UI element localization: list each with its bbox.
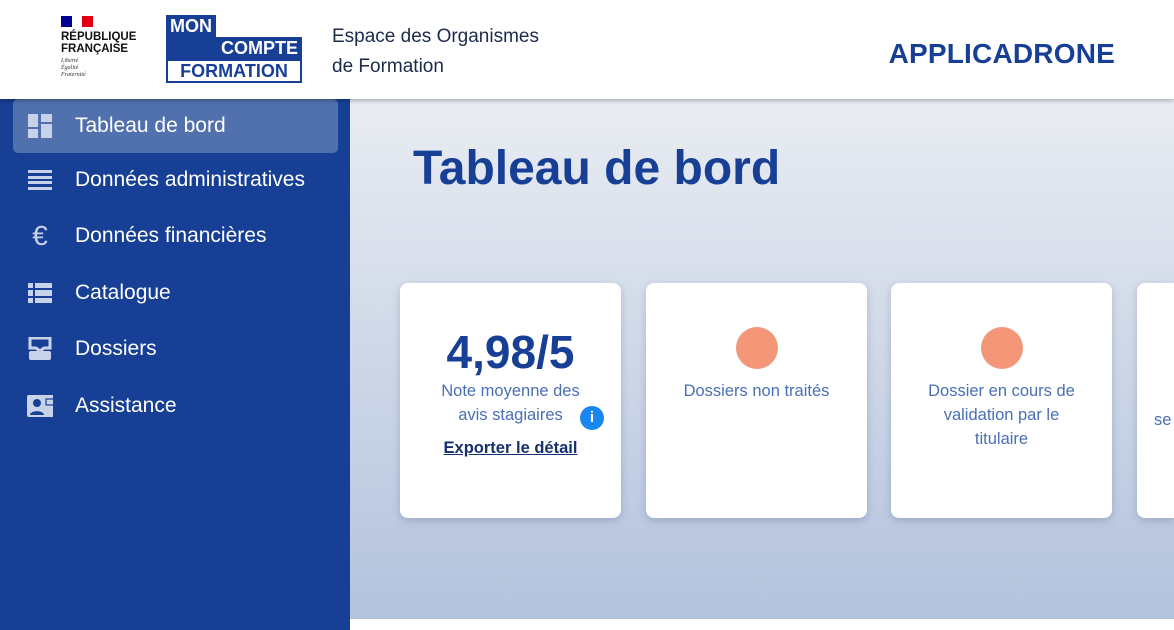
rating-value: 4,98/5 — [446, 326, 575, 378]
logo-line: FORMATION — [166, 59, 302, 83]
page-title: Tableau de bord — [413, 142, 781, 195]
header: RÉPUBLIQUE FRANÇAISE Liberté Égalité Frate… — [0, 0, 1174, 99]
mon-compte-formation-logo[interactable]: MON COMPTE FORMATION — [166, 15, 302, 83]
space-title: Espace des Organismes de Formation — [332, 22, 539, 82]
sidebar-item-label: Données administratives — [75, 168, 305, 191]
pending-validation-card[interactable]: Dossier en cours de validation par le ti… — [891, 283, 1112, 518]
logo-line: MON — [166, 15, 216, 38]
card-label: se — [1154, 411, 1172, 429]
list-icon — [27, 167, 53, 193]
sidebar-item-donnees-administratives[interactable]: Données administratives — [13, 153, 338, 207]
sidebar-item-label: Tableau de bord — [75, 114, 226, 137]
rating-label: Note moyenne des avis stagiaires — [441, 382, 580, 424]
main-content: Tableau de bord 4,98/5 Note moyenne des … — [350, 99, 1174, 619]
sidebar-item-label: Données financières — [75, 224, 267, 247]
partial-card[interactable]: se — [1137, 283, 1174, 518]
republique-francaise-logo: RÉPUBLIQUE FRANÇAISE Liberté Égalité Frate… — [61, 16, 141, 79]
motto-line: Liberté — [61, 58, 79, 64]
french-flag-icon — [61, 16, 94, 27]
inbox-icon — [27, 336, 53, 362]
sidebar-item-label: Assistance — [75, 394, 177, 417]
euro-icon: € — [32, 220, 48, 251]
sidebar-item-label: Catalogue — [75, 281, 171, 304]
catalog-icon — [27, 280, 53, 306]
card-label: Dossier en cours de validation par le ti… — [928, 382, 1075, 448]
space-title-line: Espace des Organismes — [332, 26, 539, 47]
sidebar-item-tableau-de-bord[interactable]: Tableau de bord — [13, 99, 338, 153]
sidebar-item-assistance[interactable]: Assistance — [13, 379, 338, 433]
untreated-files-card[interactable]: Dossiers non traités — [646, 283, 867, 518]
sidebar-item-catalogue[interactable]: Catalogue — [13, 266, 338, 320]
dashboard-icon — [27, 113, 53, 139]
motto-line: Fraternité — [61, 72, 86, 78]
card-label: Dossiers non traités — [683, 382, 830, 400]
contact-card-icon — [27, 393, 53, 419]
space-title-line: de Formation — [332, 56, 444, 77]
organization-name: APPLICADRONE — [888, 38, 1115, 69]
export-detail-link[interactable]: Exporter le détail — [443, 439, 578, 457]
info-icon[interactable]: i — [580, 406, 604, 430]
motto-line: Égalité — [61, 65, 79, 71]
sidebar-item-donnees-financieres[interactable]: € Données financières — [13, 209, 338, 263]
rating-card: 4,98/5 Note moyenne des avis stagiaires … — [400, 283, 621, 518]
sidebar: Tableau de bord Données administratives … — [0, 99, 350, 630]
republique-label: RÉPUBLIQUE FRANÇAISE — [61, 31, 137, 55]
sidebar-item-label: Dossiers — [75, 337, 157, 360]
footer-divider — [350, 619, 1174, 630]
loading-indicator — [980, 327, 1023, 369]
logo-line: COMPTE — [166, 37, 302, 60]
loading-indicator — [735, 327, 778, 369]
sidebar-item-dossiers[interactable]: Dossiers — [13, 322, 338, 376]
